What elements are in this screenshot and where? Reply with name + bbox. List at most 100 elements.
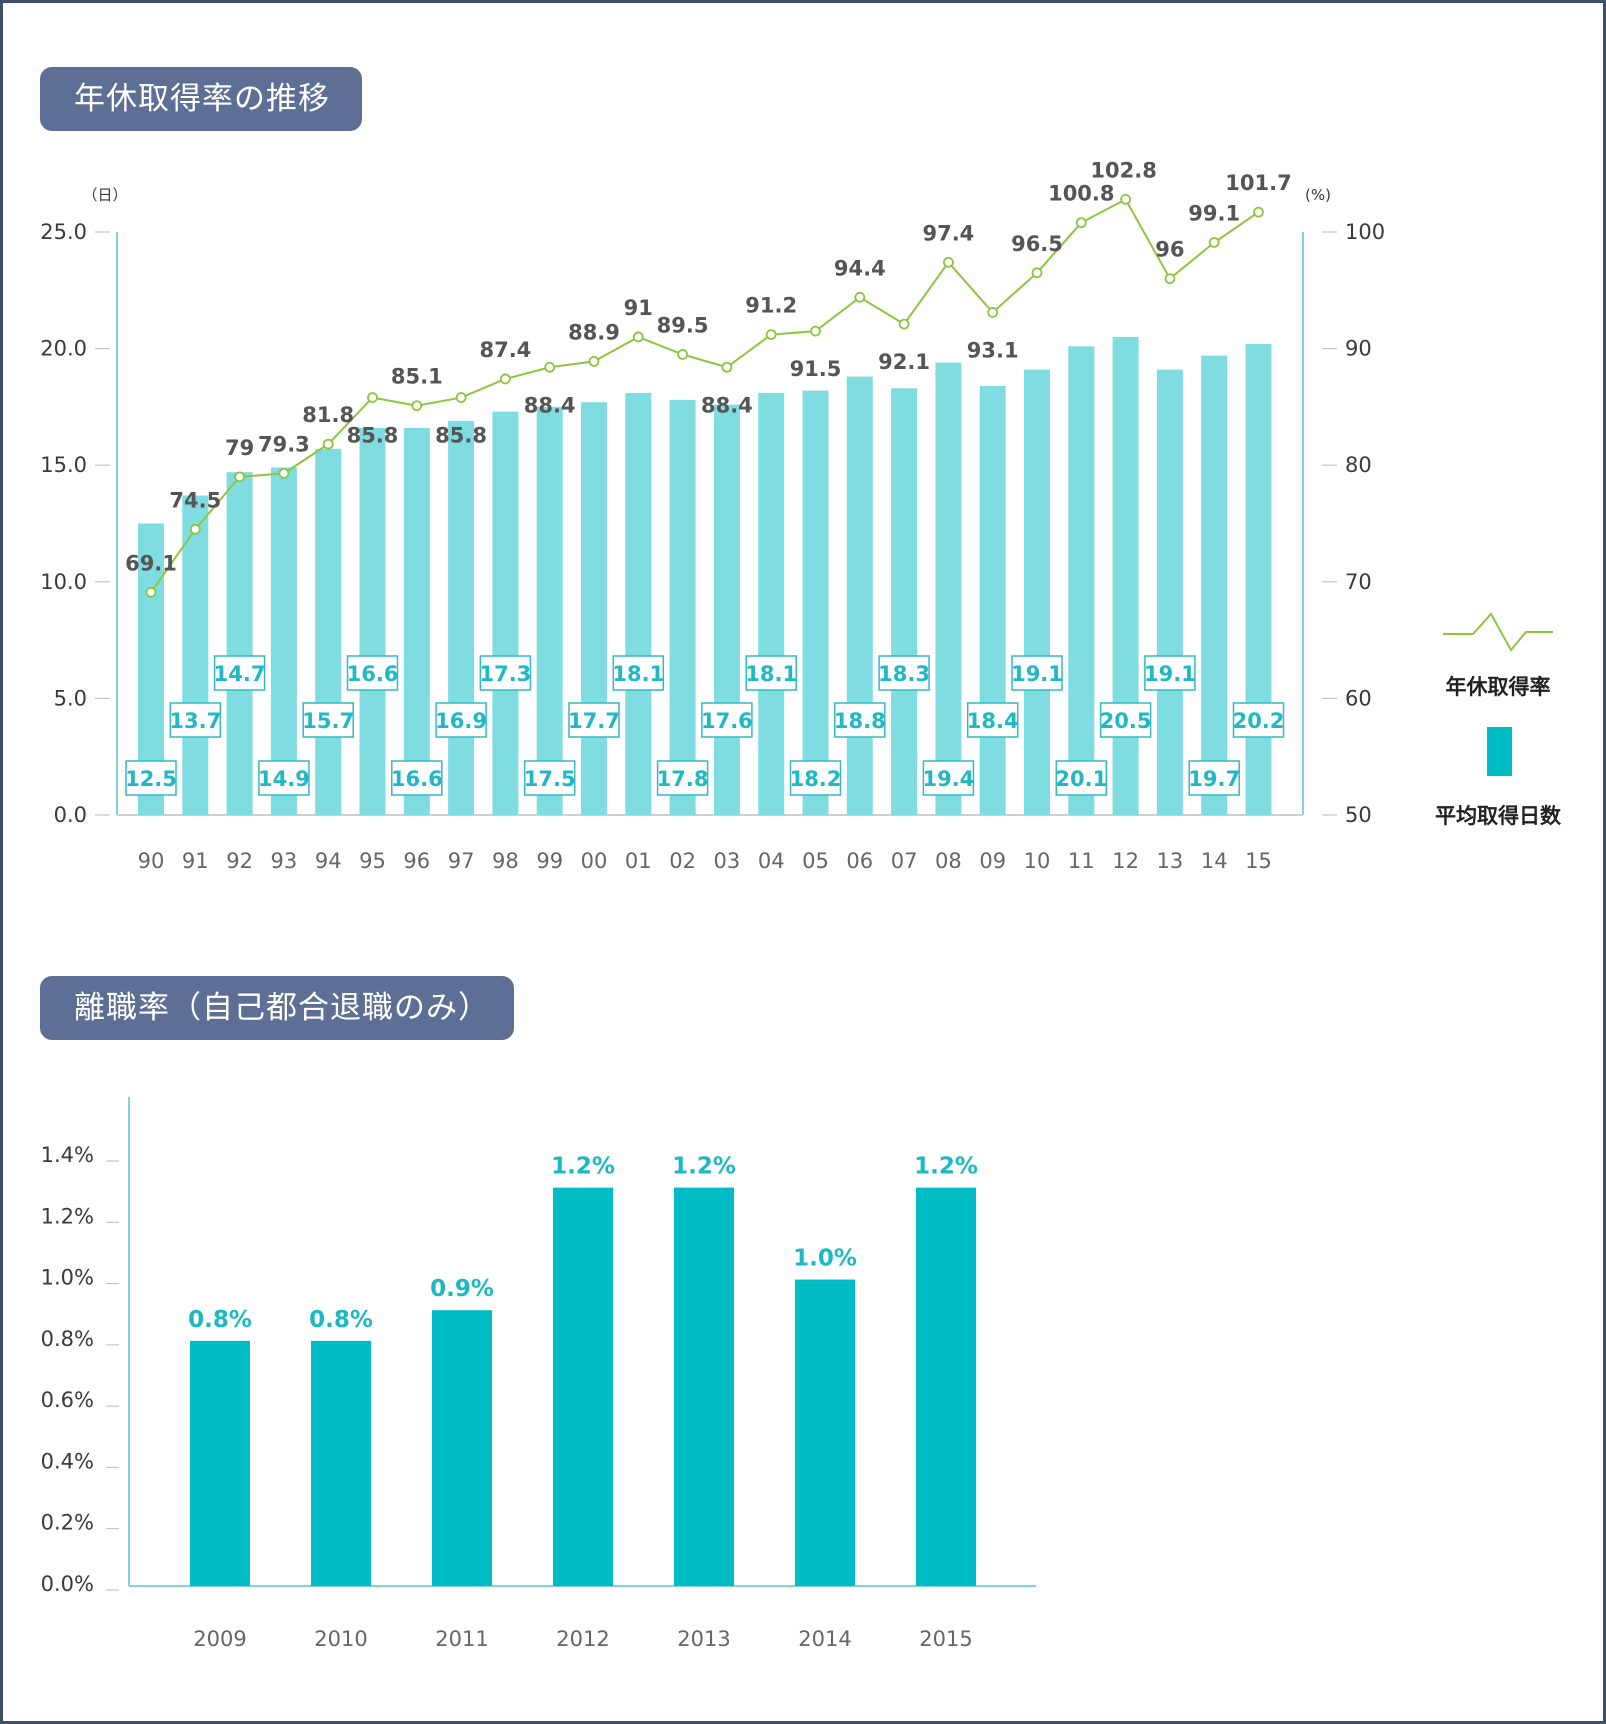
chart1-rate-point — [898, 318, 910, 330]
chart1-rate-point — [677, 349, 688, 360]
chart2-y-tick-label: 0.0% — [41, 1572, 94, 1596]
chart1-bar — [979, 385, 1006, 815]
chart1-rate-point — [765, 329, 777, 341]
chart1-bar — [536, 406, 563, 815]
chart1-x-tick-label: 96 — [403, 849, 430, 873]
chart1-bar-label-text: 18.8 — [834, 709, 886, 733]
chart1-rate-point — [455, 392, 467, 403]
chart1-bar-label-text: 18.1 — [745, 662, 797, 686]
chart1-line — [145, 193, 1264, 598]
chart1-rate-point — [322, 438, 334, 450]
chart1-rate-label: 92.1 — [878, 350, 930, 374]
chart1-bar-label: 18.3 — [878, 655, 930, 691]
chart1-rate-point — [810, 325, 821, 337]
chart1-x-tick-label: 01 — [625, 849, 652, 873]
chart2-y-tick-label: 0.2% — [41, 1511, 94, 1535]
chart1-bar-label: 15.7 — [302, 702, 354, 738]
chart1-x-tick-label: 91 — [182, 849, 209, 873]
chart1-rate-point — [1164, 273, 1176, 285]
chart1-right-tick-label: 100 — [1345, 220, 1385, 244]
chart1-rate-label: 101.7 — [1225, 171, 1291, 195]
chart2-bar — [795, 1279, 855, 1586]
chart1-rate-label: 91.5 — [790, 357, 842, 381]
chart2-bar-label: 1.0% — [793, 1246, 857, 1272]
chart1-bar-label-text: 16.6 — [391, 767, 443, 791]
chart1-right-tick-label: 50 — [1345, 803, 1372, 827]
chart1-x-tick-label: 02 — [669, 849, 696, 873]
chart1-bar-label: 16.6 — [391, 760, 443, 796]
chart1-rate-point — [145, 586, 157, 598]
chart1-rate-label: 91 — [624, 296, 653, 320]
chart1-rate-point — [588, 356, 600, 367]
chart1-bar-label-text: 16.9 — [435, 709, 487, 733]
chart2-y-tick-label: 1.0% — [41, 1266, 94, 1290]
chart1-bar — [1156, 369, 1183, 815]
chart1-bar-label-text: 18.2 — [790, 767, 842, 791]
chart1-bar-label-box — [1232, 702, 1285, 738]
chart1-bar — [182, 495, 209, 815]
chart1-bar-label: 18.2 — [790, 760, 842, 796]
chart2-bar-label: 0.9% — [430, 1276, 494, 1302]
chart1-bar-label: 20.2 — [1232, 702, 1285, 738]
chart1-x-tick-label: 07 — [891, 849, 918, 873]
chart1-x-tick-label: 97 — [448, 849, 475, 873]
chart1-bar-label: 18.4 — [966, 702, 1019, 738]
chart1-bar — [226, 472, 253, 815]
chart1-bar-label: 19.7 — [1188, 760, 1240, 796]
chart1-x-tick-label: 12 — [1112, 849, 1139, 873]
chart1-bar-label-box — [1055, 760, 1108, 796]
chart1-bar — [846, 376, 873, 815]
chart1-x-tick-label: 98 — [492, 849, 519, 873]
chart1-bar-label: 19.1 — [1144, 655, 1196, 691]
chart1-bar-label-box — [966, 702, 1019, 738]
chart1-bar — [802, 390, 829, 815]
chart1-bar-labels: 12.5 13.7 14.7 14.9 15.7 16.6 16.6 16.9 17.3 17.5… — [125, 655, 1285, 796]
chart1-x-tick-label: 09 — [979, 849, 1006, 873]
chart1-bar — [625, 392, 652, 815]
chart1-rate-point — [943, 256, 954, 268]
chart1-rate-point — [278, 467, 290, 479]
chart2-y-tick-label: 0.6% — [41, 1388, 94, 1412]
chart1-x-tick-label: 95 — [359, 849, 386, 873]
chart1-rate-label: 102.8 — [1090, 158, 1156, 182]
chart1-bar-label-text: 18.4 — [967, 709, 1019, 733]
chart1-x-tick-label: 08 — [935, 849, 962, 873]
chart1-rate-label: 79 — [225, 436, 254, 460]
chart2-bar-label: 1.2% — [914, 1154, 978, 1180]
chart1-bar-label-box — [1188, 760, 1240, 796]
chart1-rate-point — [411, 400, 423, 412]
chart1-bar-label-text: 19.1 — [1144, 662, 1196, 686]
chart1-x-tick-label: 92 — [226, 849, 253, 873]
chart1-rate-point — [721, 361, 733, 373]
chart2-bars: 0.8% 0.8% 0.9% 1.2% 1.2% 1.0% 1.2% — [188, 1154, 978, 1586]
chart1-rate-label: 88.4 — [701, 393, 753, 417]
chart1-bar-label-text: 17.7 — [568, 709, 620, 733]
chart1-x-tick-label: 03 — [714, 849, 741, 873]
chart2-x-tick-label: 2010 — [314, 1627, 367, 1651]
chart1-bar-label-box — [523, 760, 576, 796]
chart1-rate-label: 88.4 — [524, 393, 576, 417]
chart1-bar — [669, 399, 696, 815]
chart2-title: 離職率（自己都合退職のみ） — [40, 976, 514, 1040]
chart1-bar-label-text: 16.6 — [347, 662, 399, 686]
chart1-x-tick-label: 14 — [1201, 849, 1228, 873]
chart1-bar-label-box — [346, 655, 399, 691]
chart1-x-tick-label: 10 — [1024, 849, 1051, 873]
chart1-right-tick-label: 60 — [1345, 686, 1372, 710]
chart1-x-tick-label: 13 — [1157, 849, 1184, 873]
chart2-bar-label: 1.2% — [672, 1154, 736, 1180]
chart1-right-tick-label: 90 — [1345, 337, 1372, 361]
chart1-bar — [270, 467, 297, 815]
chart1-left-tick-label: 25.0 — [40, 220, 87, 244]
chart1-rate-label: 94.4 — [834, 256, 886, 280]
chart1-bar-label-box — [479, 655, 532, 691]
chart1-bar-label: 20.5 — [1100, 702, 1152, 738]
chart1-rate-label: 100.8 — [1048, 182, 1114, 206]
chart1-bar — [359, 427, 386, 815]
chart1-bar-label: 17.3 — [479, 655, 532, 691]
chart1-rate-line — [150, 198, 1260, 593]
chart1-bar — [448, 420, 475, 815]
chart1-line-labels: 69.174.579 79.381.885.885.185.887.488.488… — [125, 158, 1292, 575]
